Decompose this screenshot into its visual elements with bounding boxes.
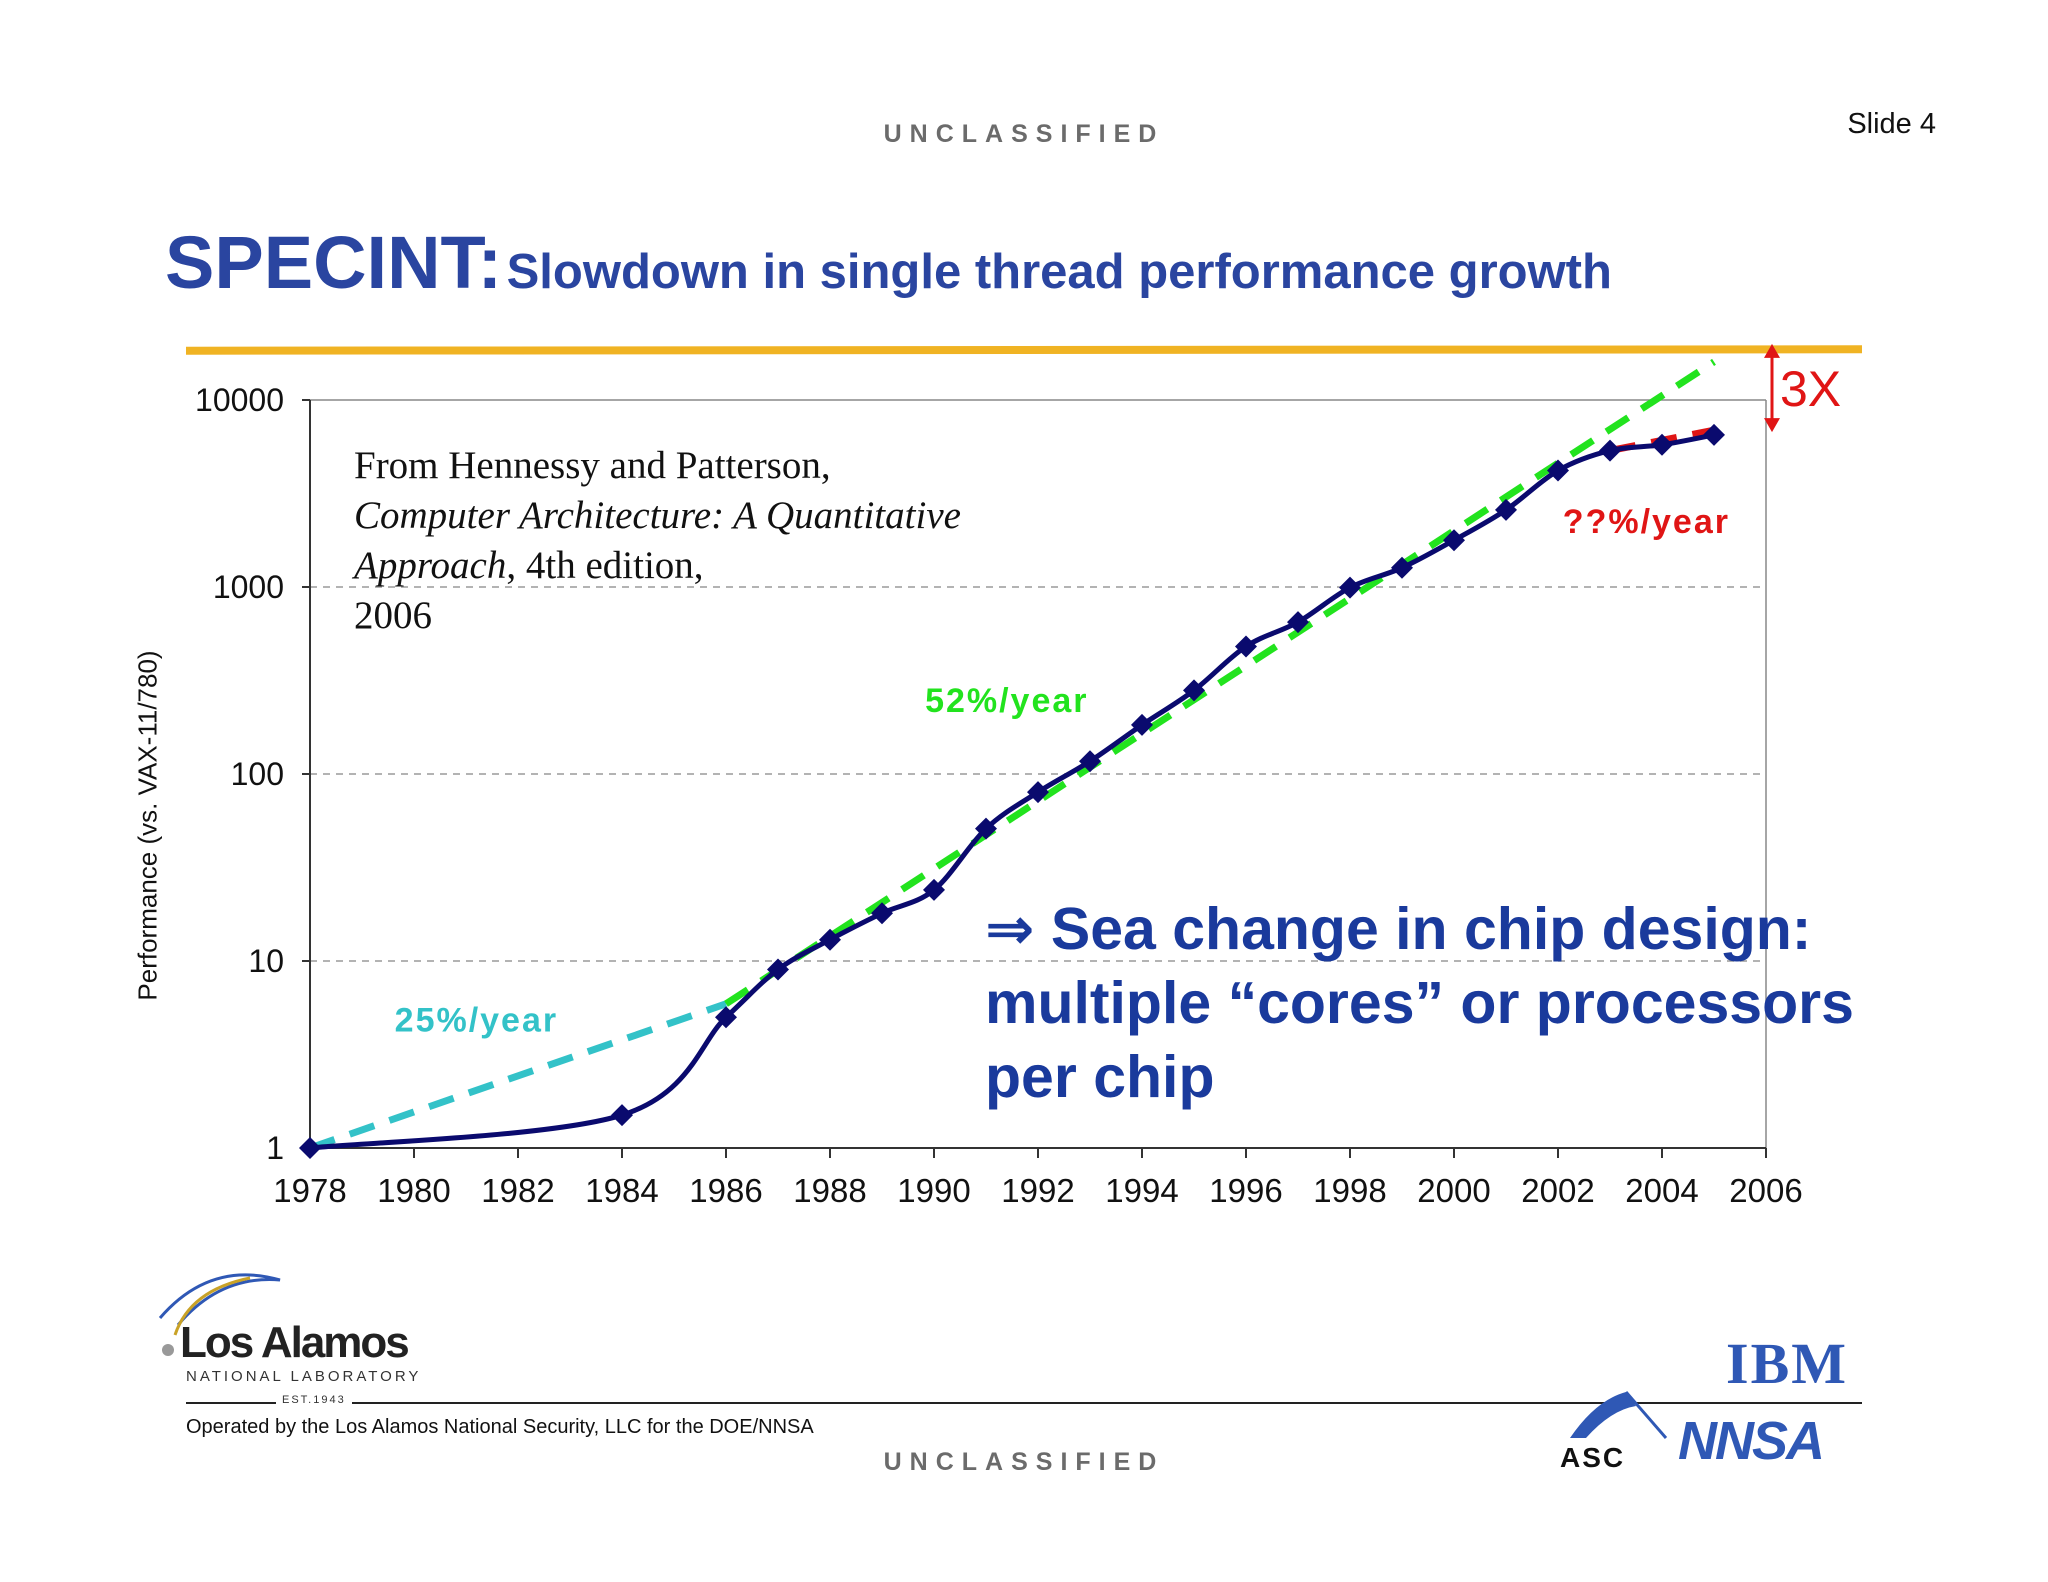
three-x-arrow-head-down bbox=[1764, 418, 1780, 433]
trend-line bbox=[308, 1000, 728, 1152]
data-point bbox=[611, 1104, 633, 1127]
data-point bbox=[1391, 556, 1413, 579]
lanl-established: EST.1943 bbox=[276, 1394, 352, 1406]
y-tick-label: 1000 bbox=[213, 569, 284, 605]
x-tick-label: 1990 bbox=[897, 1172, 970, 1209]
x-tick-label: 1988 bbox=[793, 1172, 866, 1209]
data-point bbox=[1547, 459, 1569, 482]
callout-text: Sea change in chip design: multiple “cor… bbox=[985, 896, 1854, 1110]
x-tick-label: 2002 bbox=[1521, 1172, 1594, 1209]
x-tick-label: 1994 bbox=[1105, 1172, 1178, 1209]
data-point bbox=[767, 958, 789, 981]
data-point bbox=[1495, 498, 1517, 521]
lanl-subtitle: NATIONAL LABORATORY bbox=[186, 1368, 422, 1385]
lanl-name: Los Alamos bbox=[180, 1318, 410, 1367]
data-point bbox=[1131, 713, 1153, 736]
asc-swoosh-icon bbox=[1570, 1391, 1668, 1439]
x-tick-label: 1984 bbox=[585, 1172, 658, 1209]
data-point bbox=[1651, 433, 1673, 456]
citation-book: Computer Architecture: A Quantitative Ap… bbox=[354, 494, 961, 587]
ibm-logo: IBM bbox=[1726, 1331, 1848, 1396]
citation-year: 2006 bbox=[354, 594, 432, 637]
classification-banner-top: UNCLASSIFIED bbox=[883, 120, 1165, 148]
title-main: SPECINT: bbox=[165, 221, 503, 304]
data-point bbox=[1599, 439, 1621, 462]
implies-arrow: ⇒ bbox=[985, 896, 1035, 962]
x-tick-label: 2000 bbox=[1417, 1172, 1490, 1209]
operated-by-note: Operated by the Los Alamos National Secu… bbox=[186, 1416, 814, 1438]
citation-line1: From Hennessy and Patterson, bbox=[354, 444, 831, 487]
slide-title: SPECINT: Slowdown in single thread perfo… bbox=[165, 220, 1612, 305]
lanl-logo bbox=[158, 1273, 281, 1356]
x-tick-label: 2004 bbox=[1625, 1172, 1698, 1209]
data-point bbox=[1235, 635, 1257, 658]
data-point bbox=[1339, 576, 1361, 599]
y-tick-label: 10 bbox=[248, 943, 284, 979]
data-point bbox=[715, 1006, 737, 1029]
citation: From Hennessy and Patterson, Computer Ar… bbox=[354, 441, 994, 641]
data-point bbox=[1027, 781, 1049, 804]
trend-label: 25%/year bbox=[395, 1001, 558, 1039]
x-tick-label: 1982 bbox=[481, 1172, 554, 1209]
data-point bbox=[1079, 750, 1101, 773]
x-tick-label: 1978 bbox=[273, 1172, 346, 1209]
nnsa-logo: NNSA bbox=[1678, 1411, 1825, 1471]
y-tick-label: 10000 bbox=[195, 382, 284, 418]
data-point bbox=[299, 1137, 321, 1159]
data-point bbox=[1287, 611, 1309, 634]
data-point bbox=[1183, 679, 1205, 702]
y-tick-label: 1 bbox=[266, 1130, 284, 1166]
data-point bbox=[975, 817, 997, 840]
x-tick-label: 1996 bbox=[1209, 1172, 1282, 1209]
three-x-label: 3X bbox=[1780, 361, 1841, 417]
x-tick-label: 1992 bbox=[1001, 1172, 1074, 1209]
data-point bbox=[819, 928, 841, 951]
data-point bbox=[1443, 529, 1465, 552]
specint-series-line bbox=[309, 432, 1715, 1151]
data-point bbox=[1703, 423, 1725, 446]
slide-number: Slide 4 bbox=[1847, 108, 1936, 140]
x-tick-label: 1980 bbox=[377, 1172, 450, 1209]
three-x-arrow-head-up bbox=[1764, 343, 1780, 358]
trend-label: ??%/year bbox=[1563, 503, 1730, 541]
classification-banner-bottom: UNCLASSIFIED bbox=[883, 1448, 1165, 1476]
asc-logo: ASC bbox=[1560, 1442, 1626, 1473]
y-tick-label: 100 bbox=[231, 756, 284, 792]
trend-label: 52%/year bbox=[925, 682, 1088, 720]
title-sub: Slowdown in single thread performance gr… bbox=[506, 245, 1612, 299]
sea-change-callout: ⇒ Sea change in chip design: multiple “c… bbox=[985, 892, 1855, 1114]
footer-rule bbox=[186, 1402, 1862, 1404]
x-tick-label: 2006 bbox=[1729, 1172, 1802, 1209]
x-tick-label: 1986 bbox=[689, 1172, 762, 1209]
citation-edition: , 4th edition, bbox=[506, 544, 704, 587]
x-tick-label: 1998 bbox=[1313, 1172, 1386, 1209]
data-point bbox=[923, 878, 945, 901]
data-point bbox=[871, 902, 893, 925]
